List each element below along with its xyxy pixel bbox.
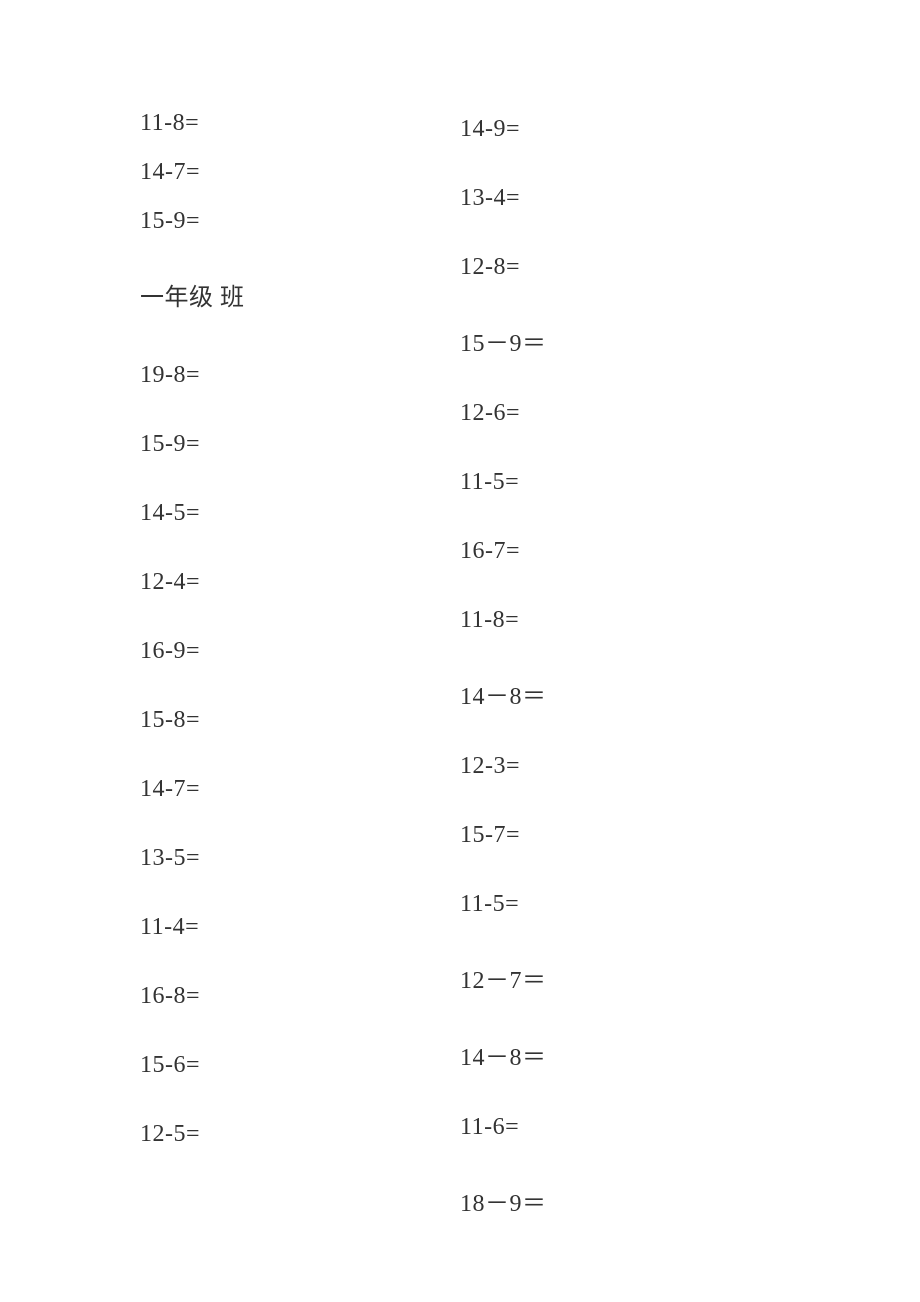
problem: 15-7= (460, 822, 520, 848)
problem: 15-9= (140, 431, 200, 457)
problem: 11-4= (140, 914, 199, 940)
problem: 16-9= (140, 638, 200, 664)
problem: 14-9= (460, 116, 520, 142)
problem: 11-5= (460, 469, 519, 495)
problem: 12-4= (140, 569, 200, 595)
problem: 12-3= (460, 753, 520, 779)
problem: 16-7= (460, 538, 520, 564)
worksheet-page: 11-8= 14-7= 15-9= 一年级 班 19-8= 15-9= 14-5… (0, 0, 920, 1302)
problem: 12-6= (460, 400, 520, 426)
problem: 16-8= (140, 983, 200, 1009)
problem: 14－8＝ (460, 1045, 547, 1071)
problem: 12-8= (460, 254, 520, 280)
problem: 14-5= (140, 500, 200, 526)
problem: 19-8= (140, 362, 200, 388)
problem: 12－7＝ (460, 968, 547, 994)
problem: 15-9= (140, 208, 200, 234)
problem: 12-5= (140, 1121, 200, 1147)
problem: 11-6= (460, 1114, 519, 1140)
problem: 15-6= (140, 1052, 200, 1078)
left-column: 11-8= 14-7= 15-9= 一年级 班 19-8= 15-9= 14-5… (140, 110, 460, 1302)
problem: 14-7= (140, 776, 200, 802)
problem: 15-8= (140, 707, 200, 733)
problem: 14－8＝ (460, 684, 547, 710)
problem: 13-5= (140, 845, 200, 871)
problem: 13-4= (460, 185, 520, 211)
class-label: 一年级 班 (140, 285, 245, 311)
problem: 18－9＝ (460, 1191, 547, 1217)
problem: 11-8= (460, 607, 519, 633)
problem: 11-8= (140, 110, 199, 136)
problem: 15－9＝ (460, 331, 547, 357)
problem: 11-5= (460, 891, 519, 917)
problem: 14-7= (140, 159, 200, 185)
right-column: 14-9= 13-4= 12-8= 15－9＝ 12-6= 11-5= 16-7… (460, 110, 780, 1302)
